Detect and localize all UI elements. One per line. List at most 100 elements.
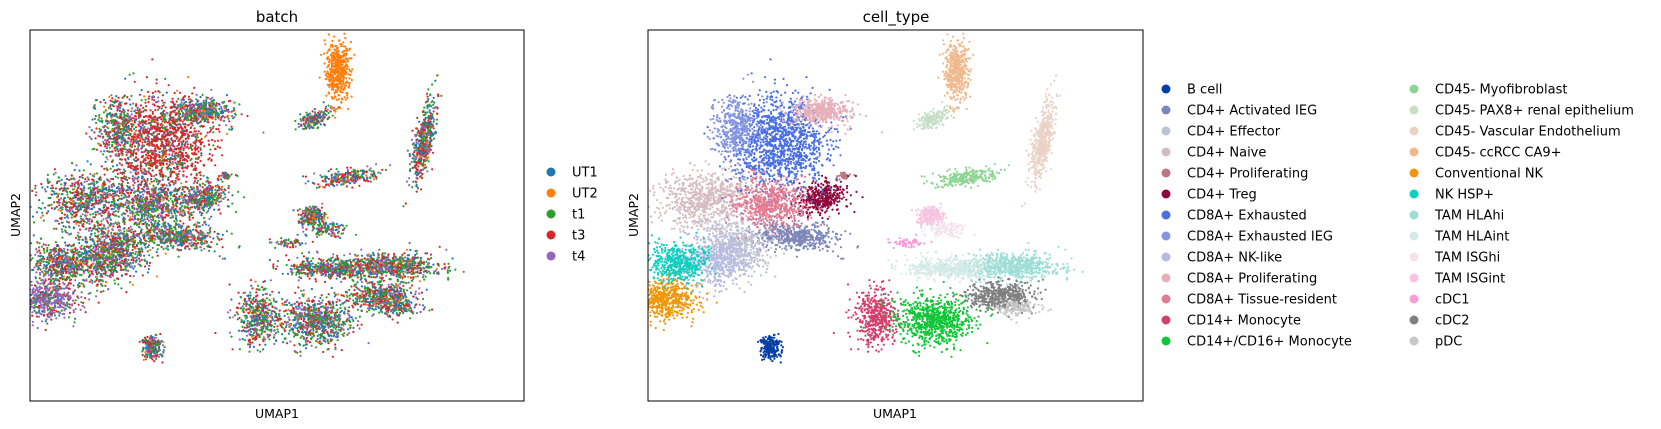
batch-point-3 [81, 191, 84, 194]
batch-point-1 [71, 199, 74, 202]
batch-point-3 [141, 141, 144, 144]
batch-point-2 [118, 154, 121, 157]
batch-point-3 [175, 129, 179, 132]
batch-point-3 [187, 156, 190, 159]
batch-point-2 [155, 357, 158, 360]
batch-point-3 [174, 161, 177, 164]
batch-point-0 [181, 142, 184, 145]
batch-point-0 [89, 191, 92, 194]
batch-point-0 [129, 103, 132, 106]
batch-point-3 [112, 192, 115, 195]
batch-point-2 [189, 99, 193, 102]
batch-point-4 [227, 191, 230, 194]
batch-point-4 [130, 265, 133, 268]
batch-point-2 [175, 237, 178, 240]
batch-point-0 [107, 201, 111, 204]
batch-point-3 [160, 138, 163, 141]
batch-point-4 [95, 295, 98, 298]
batch-point-3 [220, 237, 223, 241]
batch-point-2 [122, 95, 125, 98]
batch-point-3 [199, 120, 202, 123]
batch-point-3 [81, 201, 84, 205]
batch-point-1 [149, 248, 152, 252]
batch-point-1 [133, 247, 136, 250]
batch-point-0 [93, 107, 96, 110]
batch-point-3 [186, 245, 189, 248]
batch-point-3 [117, 96, 120, 99]
batch-point-3 [158, 147, 161, 150]
batch-point-0 [90, 208, 93, 211]
batch-point-2 [120, 117, 124, 120]
batch-point-2 [93, 117, 97, 120]
batch-point-3 [102, 182, 105, 185]
batch-point-1 [77, 260, 80, 263]
batch-point-3 [221, 154, 224, 157]
batch-point-3 [148, 167, 151, 170]
batch-point-3 [196, 185, 199, 188]
batch-point-2 [116, 127, 120, 130]
batch-point-3 [84, 297, 87, 300]
batch-point-3 [85, 209, 88, 212]
batch-point-3 [137, 142, 140, 145]
batch-point-4 [112, 210, 115, 213]
batch-point-2 [211, 196, 214, 200]
batch-point-0 [122, 237, 125, 240]
batch-point-2 [209, 230, 212, 233]
batch-point-0 [109, 111, 112, 115]
batch-point-1 [79, 201, 82, 204]
batch-point-3 [203, 145, 206, 148]
batch-point-0 [112, 265, 115, 268]
batch-point-4 [88, 135, 91, 139]
batch-point-4 [228, 174, 231, 178]
batch-point-3 [194, 139, 197, 143]
batch-point-3 [193, 127, 196, 130]
batch-point-2 [208, 204, 211, 207]
batch-point-3 [183, 118, 186, 121]
batch-point-4 [221, 257, 224, 260]
batch-point-3 [197, 99, 200, 102]
batch-point-2 [160, 160, 163, 163]
batch-point-3 [207, 181, 210, 184]
batch-point-3 [153, 158, 156, 161]
batch-point-1 [105, 116, 108, 119]
batch-point-3 [188, 242, 191, 245]
batch-point-2 [100, 283, 103, 286]
batch-point-0 [160, 107, 163, 110]
batch-point-2 [196, 221, 199, 224]
batch-point-0 [78, 205, 81, 208]
batch-point-2 [100, 220, 103, 223]
batch-point-4 [210, 88, 213, 91]
batch-point-3 [188, 216, 191, 219]
batch-point-3 [133, 80, 136, 83]
batch-point-3 [112, 105, 115, 108]
batch-point-3 [58, 201, 61, 204]
batch-point-4 [85, 279, 88, 282]
batch-point-3 [124, 178, 127, 181]
batch-point-3 [151, 355, 154, 358]
batch-point-0 [60, 178, 63, 181]
batch-point-4 [93, 175, 96, 178]
batch-point-3 [193, 167, 196, 170]
batch-point-4 [157, 355, 160, 358]
batch-point-3 [108, 131, 111, 134]
batch-point-0 [199, 237, 202, 240]
batch-point-2 [144, 98, 147, 101]
batch-point-3 [114, 149, 117, 152]
batch-point-2 [124, 128, 127, 131]
batch-point-3 [148, 224, 151, 227]
batch-point-3 [129, 191, 133, 194]
batch-point-3 [184, 105, 187, 108]
batch-point-2 [93, 232, 96, 235]
batch-point-0 [174, 240, 178, 243]
batch-point-3 [109, 155, 112, 158]
batch-point-3 [199, 171, 202, 174]
batch-point-3 [179, 108, 182, 111]
batch-point-3 [219, 118, 222, 121]
batch-point-3 [90, 263, 93, 267]
batch-point-3 [141, 274, 144, 277]
batch-point-2 [211, 192, 214, 195]
batch-point-3 [155, 165, 158, 168]
batch-point-3 [111, 239, 114, 242]
batch-point-3 [154, 155, 157, 158]
batch-point-3 [193, 237, 196, 241]
